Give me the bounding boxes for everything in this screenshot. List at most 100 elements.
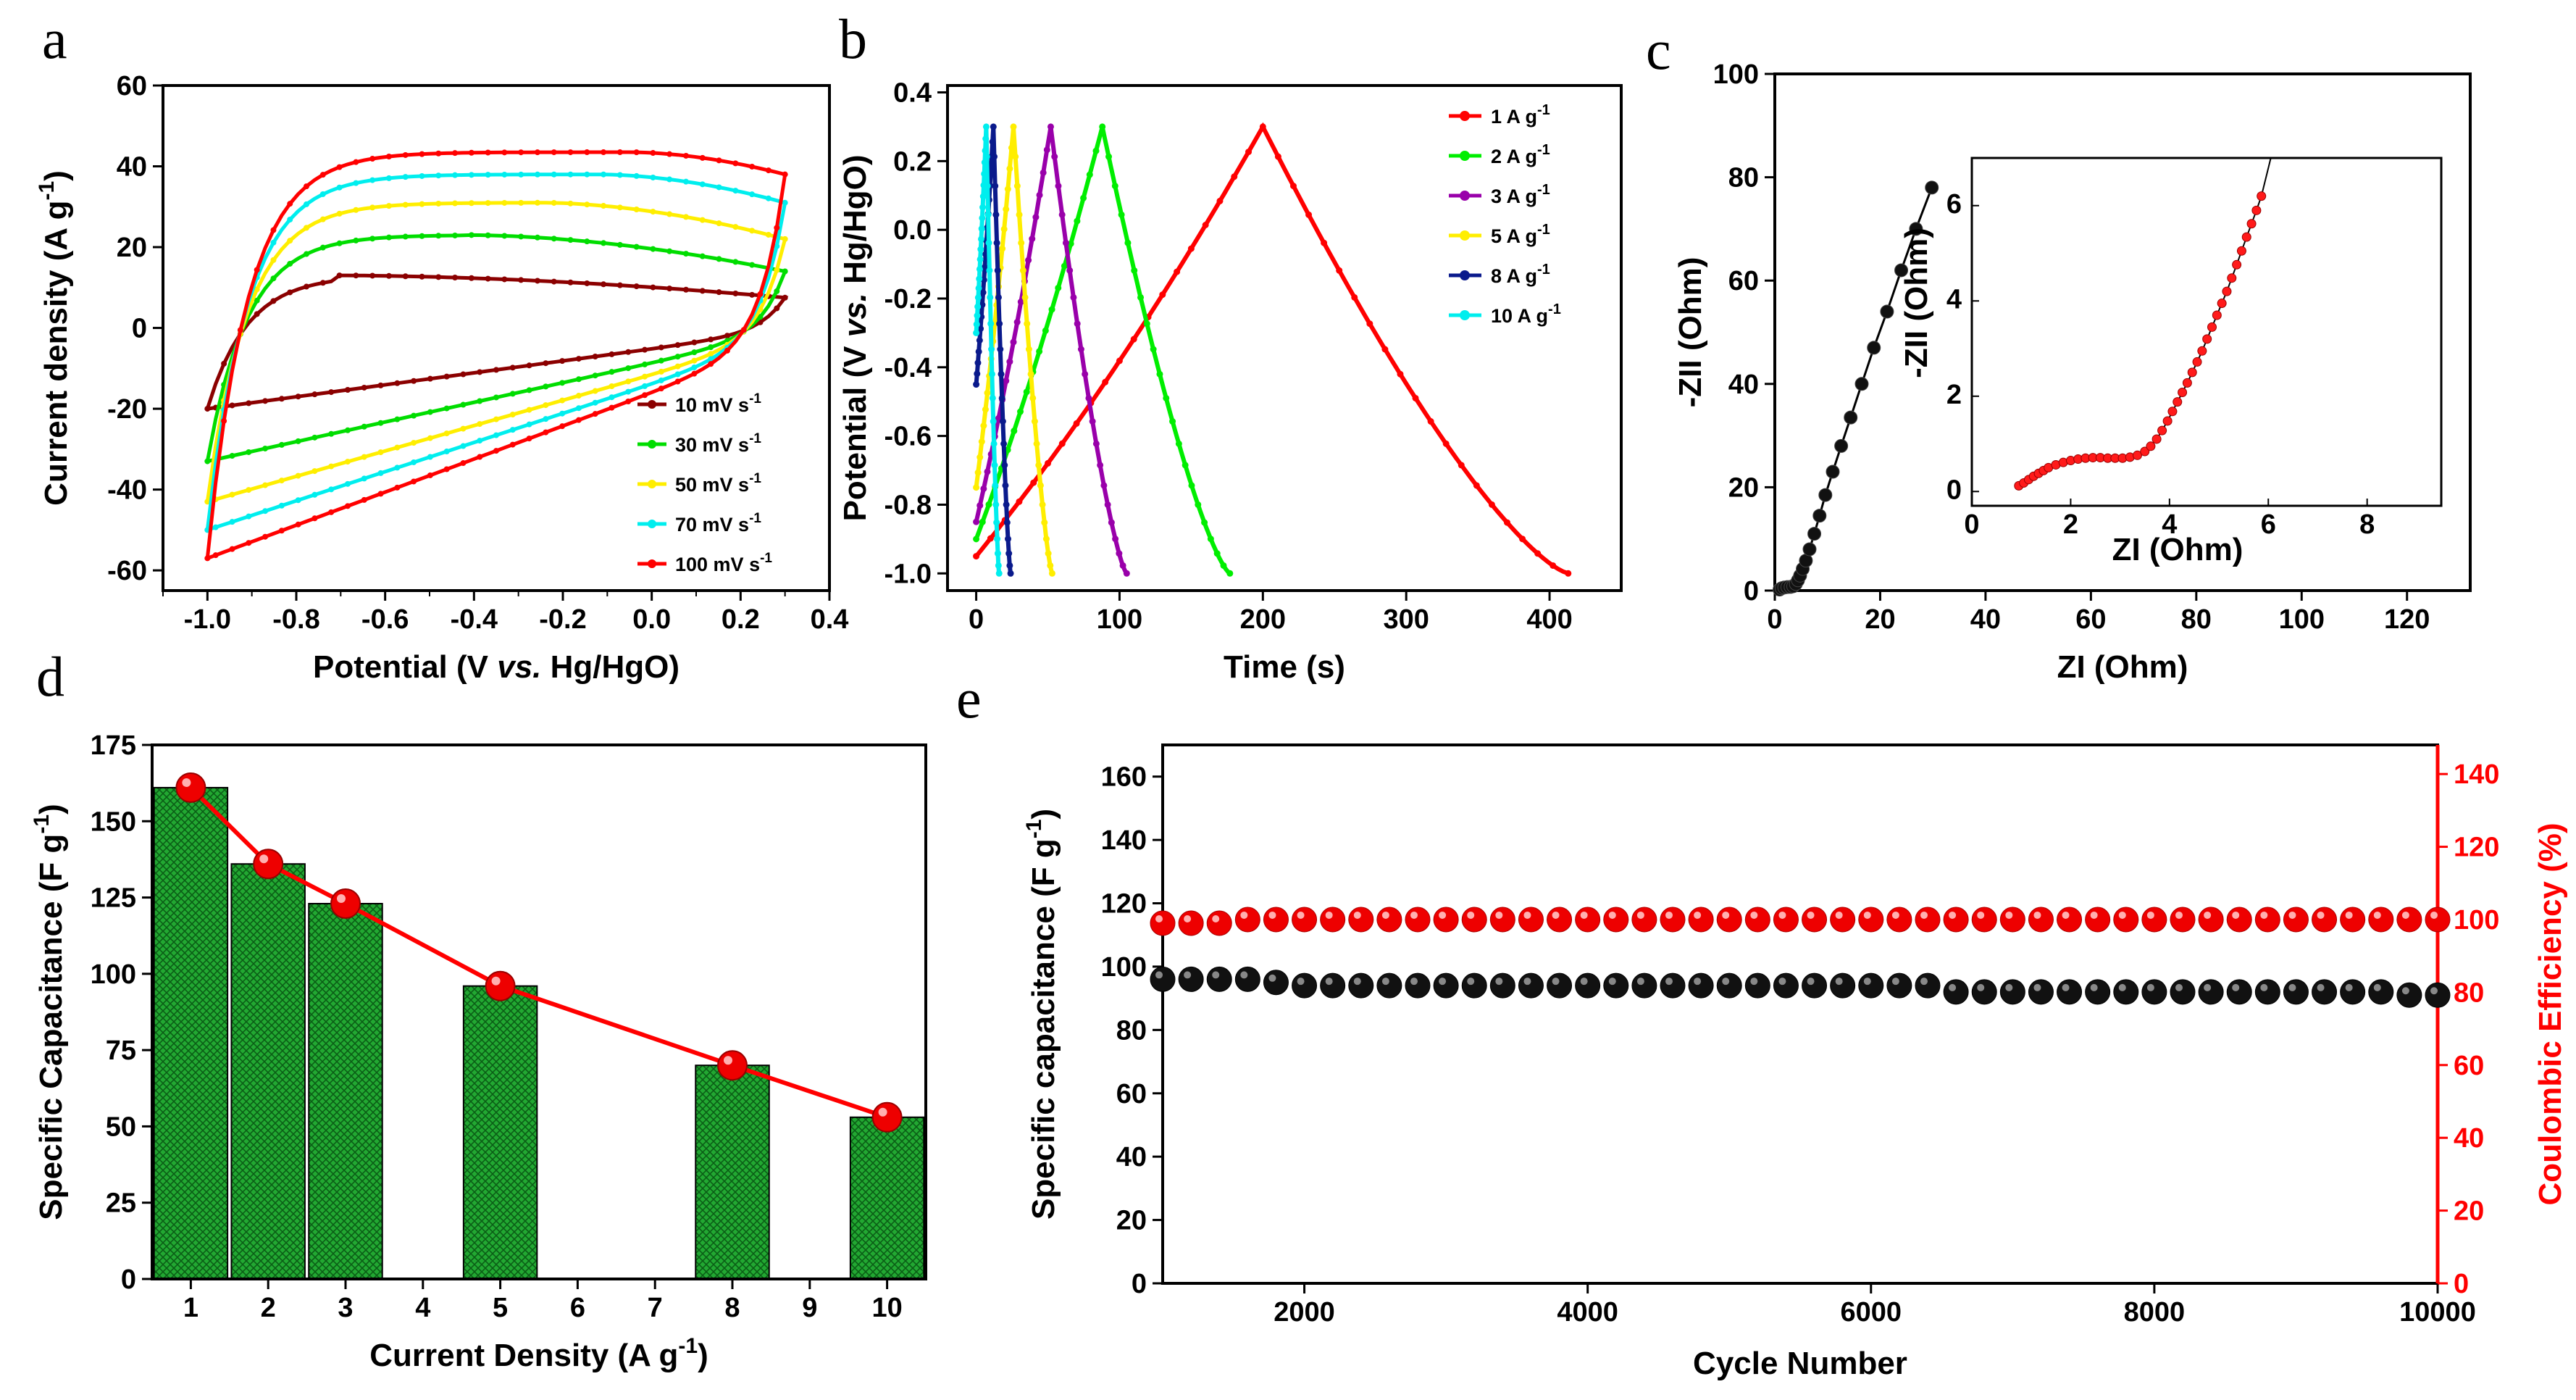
b-series-2-point — [980, 485, 987, 492]
e-capacitance-point — [1886, 972, 1912, 999]
b-series-5-point — [991, 462, 998, 469]
a-legend-marker — [648, 440, 656, 449]
b-series-0-point — [1073, 420, 1080, 427]
a-series-0-point — [221, 360, 227, 367]
a-series-4-point — [385, 153, 392, 159]
b-series-2-point — [1116, 550, 1123, 557]
a-series-0-point — [691, 339, 698, 346]
d-data-point — [330, 888, 361, 919]
b-series-4-point — [974, 370, 981, 378]
a-series-1-point — [493, 394, 499, 401]
a-series-1-point — [435, 233, 442, 239]
a-series-3-point — [699, 181, 706, 188]
a-series-2-point — [295, 472, 301, 479]
e-efficiency-point-shine — [1268, 911, 1276, 919]
e-capacitance-point-shine — [2232, 983, 2240, 991]
a-series-0-point — [650, 284, 656, 291]
e-capacitance-point-shine — [1580, 978, 1588, 986]
b-series-0-point — [1130, 336, 1137, 343]
b-series-1-point — [1201, 519, 1208, 526]
a-series-4-point — [369, 156, 376, 162]
e-efficiency-point-shine — [1580, 911, 1588, 919]
a-series-4-point — [344, 503, 351, 509]
e-capacitance-point — [1943, 979, 1969, 1005]
a-series-1-point — [353, 237, 359, 243]
a-series-0-point — [270, 298, 277, 304]
e-efficiency-point — [1971, 907, 1997, 933]
a-series-3-point — [435, 172, 442, 179]
b-legend-entry: 10 A g-1 — [1491, 301, 1561, 327]
label-part: 8 A g — [1491, 265, 1537, 287]
b-series-0-point — [1045, 459, 1052, 467]
a-series-4-point — [435, 150, 442, 157]
e-efficiency-point — [2198, 907, 2224, 933]
b-series-2-point — [1085, 394, 1092, 401]
a-series-0-point — [328, 389, 335, 396]
e-capacitance-point — [1547, 972, 1573, 999]
c-inset-ylabel: -ZII (Ohm) — [1899, 228, 1934, 378]
c-data-point — [1909, 222, 1923, 236]
label-part: -1 — [1537, 142, 1550, 158]
b-series-2-point — [1029, 236, 1036, 243]
b-series-0-point — [1174, 268, 1181, 275]
label-part: -1 — [749, 471, 761, 486]
e-efficiency-point-shine — [1949, 911, 1957, 919]
b-series-1-point — [1111, 183, 1118, 190]
b-series-0-point — [1289, 183, 1297, 190]
e-capacitance-point-shine — [1891, 978, 1899, 986]
a-series-0-point — [716, 289, 722, 296]
a-series-0-point — [666, 286, 673, 292]
a-legend-entry: 30 mV s-1 — [675, 431, 761, 456]
e-capacitance-point-shine — [1835, 978, 1843, 986]
a-series-2-point — [361, 454, 367, 460]
a-series-3-point — [328, 486, 335, 493]
a-series-4-point — [609, 404, 615, 411]
label-part: ) — [698, 1338, 708, 1373]
a-series-4-point — [419, 151, 425, 157]
b-series-0-point — [1397, 370, 1404, 378]
a-series-2-point — [270, 257, 277, 263]
b-series-1-point — [1105, 153, 1113, 160]
e-efficiency-point-shine — [1636, 911, 1644, 919]
a-series-0-point — [609, 351, 615, 357]
a-series-1-point — [674, 354, 681, 360]
a-series-1-point — [782, 268, 788, 275]
e-capacitance-point-shine — [2288, 983, 2296, 991]
e-efficiency-point — [1178, 910, 1204, 936]
a-series-0-point — [732, 290, 739, 296]
a-ytick-label: 60 — [117, 71, 147, 101]
b-series-2-point — [1119, 562, 1126, 569]
a-series-3-point — [468, 172, 474, 178]
e-efficiency-point-shine — [1552, 911, 1560, 919]
a-series-2-point — [674, 363, 681, 370]
e-ytick-label: 60 — [1116, 1079, 1147, 1109]
e-efficiency-point-shine — [2288, 911, 2296, 919]
a-series-4-point — [575, 417, 582, 423]
b-series-4-point — [1003, 519, 1011, 526]
a-series-3-point — [559, 410, 566, 417]
b-series-1-point — [1150, 346, 1157, 353]
b-series-2-point — [1013, 319, 1021, 326]
e-capacitance-point-shine — [1325, 978, 1333, 986]
c-inset-ytick-label: 2 — [1946, 380, 1962, 410]
b-series-1-point — [1226, 570, 1234, 577]
e-capacitance-point-shine — [2345, 983, 2353, 991]
e-efficiency-point-shine — [1750, 911, 1758, 919]
c-inset-frame — [1970, 157, 2443, 507]
a-series-0-point — [443, 373, 450, 380]
e-efficiency-point — [2057, 907, 2083, 933]
a-xtick-label: 0.2 — [722, 604, 760, 635]
b-series-0-point — [973, 553, 980, 560]
b-series-0-point — [1305, 211, 1313, 218]
e-efficiency-point — [2170, 907, 2196, 933]
a-series-0-point — [782, 294, 788, 301]
label-part: ) — [38, 170, 74, 181]
e-capacitance-point — [1178, 966, 1204, 992]
b-series-5-point — [994, 550, 1001, 557]
b-series-1-point — [985, 501, 992, 508]
b-series-1-point — [1124, 239, 1132, 246]
a-series-0-point — [262, 398, 269, 404]
e-capacitance-point — [2085, 979, 2111, 1005]
e-ytick-label: 20 — [1116, 1206, 1147, 1236]
a-series-2-point — [732, 224, 739, 230]
